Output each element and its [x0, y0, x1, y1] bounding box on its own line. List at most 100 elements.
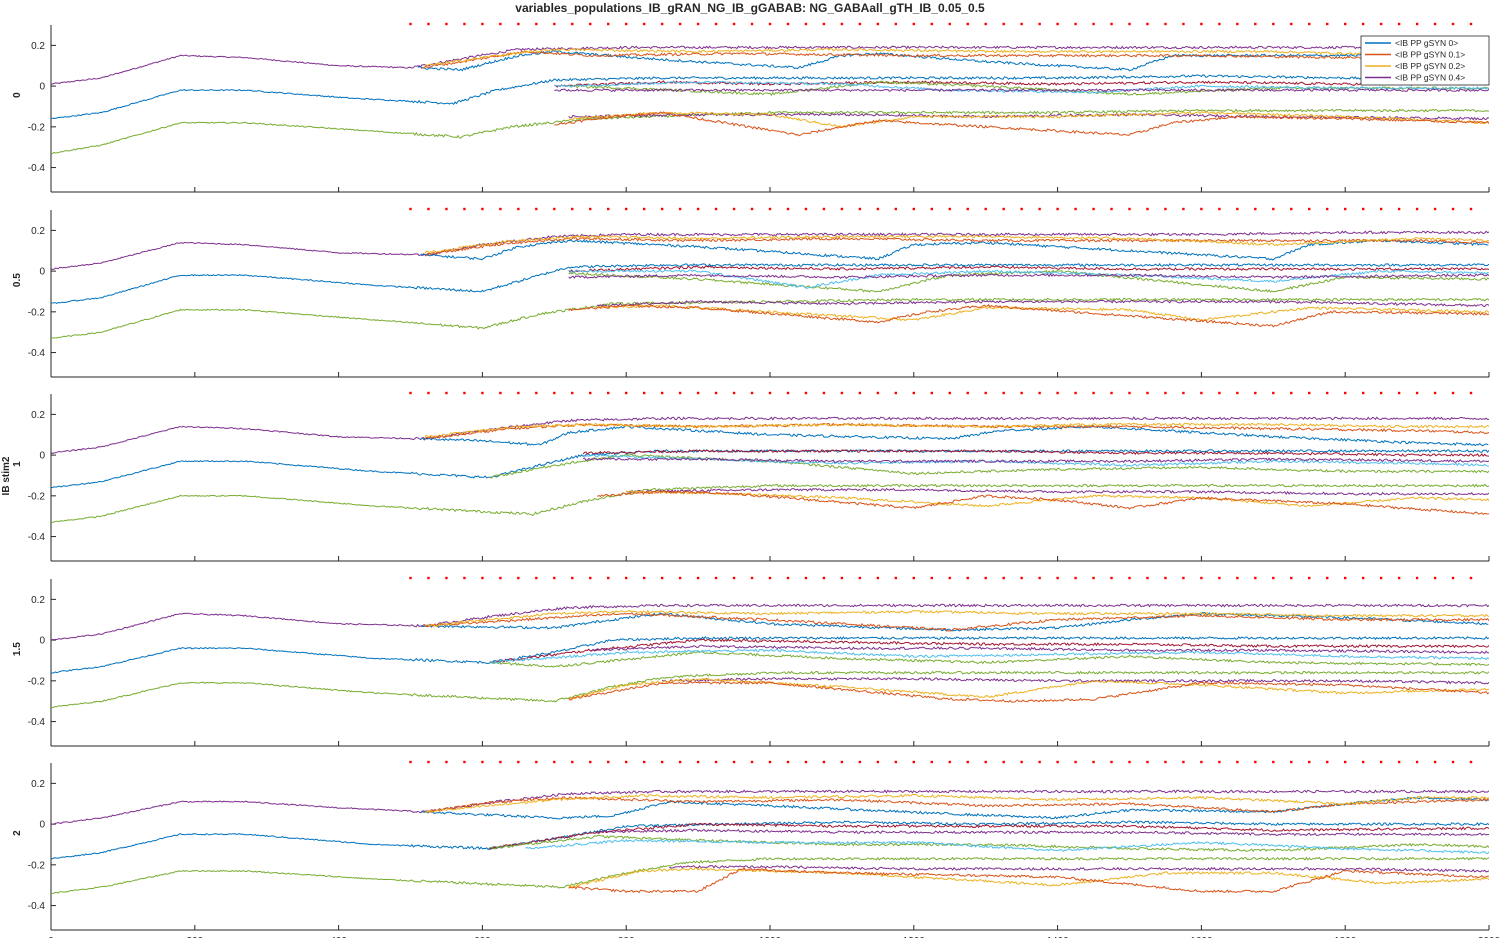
stim-marker [1056, 760, 1059, 764]
stim-marker [1038, 391, 1041, 395]
stim-marker [750, 207, 754, 211]
y-tick-label: 0 [39, 82, 45, 93]
series-line-blue [51, 820, 1489, 860]
stim-marker [1236, 22, 1239, 26]
stim-marker [1074, 760, 1077, 764]
stim-marker [607, 760, 610, 764]
stim-marker [1200, 760, 1203, 764]
y-tick-label: -0.2 [28, 122, 46, 133]
series-line-blue [417, 50, 1489, 72]
stim-marker [1451, 760, 1455, 764]
series-line-yellow [424, 234, 1489, 254]
stim-marker [481, 576, 484, 580]
stim-marker [589, 207, 592, 211]
chart-title: variables_populations_IB_gRAN_NG_IB_gGAB… [515, 1, 985, 15]
series-line-yellow [424, 47, 1489, 67]
series-line-orange [568, 303, 1489, 328]
stim-marker [1272, 576, 1275, 580]
stim-marker [1074, 207, 1077, 211]
stim-marker [1182, 576, 1185, 580]
series-line-purple [51, 416, 1489, 455]
stim-marker [1128, 207, 1131, 211]
stim-marker [1146, 391, 1149, 395]
stim-marker [696, 576, 700, 580]
series-line-darkred [489, 638, 1489, 664]
series-line-blue [420, 796, 1489, 820]
series-line-purple [669, 865, 1489, 873]
stim-marker [858, 22, 862, 26]
stim-marker [1379, 391, 1383, 395]
stim-marker [1200, 576, 1203, 580]
stim-marker [696, 391, 700, 395]
stim-marker [930, 207, 933, 211]
series-line-purple [51, 603, 1489, 641]
stim-marker [607, 576, 610, 580]
stim-marker [1038, 22, 1041, 26]
y-tick-label: -0.2 [28, 676, 46, 687]
stim-marker [1415, 760, 1419, 764]
stim-marker [571, 207, 574, 211]
stim-marker [481, 760, 484, 764]
shared-ylabel: IB stim2 [1, 456, 12, 495]
stim-marker [1110, 391, 1113, 395]
stim-marker [481, 391, 484, 395]
stim-marker [553, 22, 556, 26]
stim-marker [427, 576, 430, 580]
stim-marker [714, 760, 718, 764]
stim-marker [1146, 576, 1149, 580]
stim-marker [1128, 760, 1131, 764]
stim-marker [984, 760, 987, 764]
stim-marker [1397, 391, 1401, 395]
stim-marker [589, 760, 592, 764]
stim-marker [732, 576, 736, 580]
stim-marker [1002, 22, 1005, 26]
stim-marker [804, 576, 808, 580]
series-line-yellow [424, 422, 1489, 438]
stim-marker [1164, 760, 1167, 764]
stim-marker [1092, 760, 1095, 764]
stim-marker [499, 22, 502, 26]
panel-ylabel: 0 [12, 92, 23, 98]
stim-marker [660, 576, 664, 580]
stim-marker [1200, 22, 1203, 26]
stim-marker [1236, 207, 1239, 211]
stim-marker [517, 391, 520, 395]
legend-entry: <IB PP gSYN 0.2> [1395, 61, 1465, 71]
x-tick-label: 0 [48, 936, 54, 938]
stim-marker [1308, 22, 1311, 26]
stim-marker [535, 391, 538, 395]
stim-marker [1002, 576, 1005, 580]
y-tick-label: 0 [39, 820, 45, 831]
stim-marker [1308, 760, 1311, 764]
legend-entry: <IB PP gSYN 0.1> [1395, 50, 1465, 60]
stim-marker [553, 576, 556, 580]
stim-marker [1110, 207, 1113, 211]
stim-marker [1164, 576, 1167, 580]
series-line-green [51, 108, 1489, 155]
x-tick-label: 1000 [759, 936, 782, 938]
stim-marker [1433, 576, 1437, 580]
stim-marker [409, 760, 412, 764]
stim-marker [1379, 760, 1383, 764]
panel-ylabel: 1 [12, 461, 23, 467]
stim-marker [607, 207, 610, 211]
stim-marker [427, 760, 430, 764]
stim-marker [912, 760, 915, 764]
stim-marker [1236, 391, 1239, 395]
stim-marker [499, 207, 502, 211]
stim-marker [1290, 760, 1293, 764]
legend: <IB PP gSYN 0><IB PP gSYN 0.1><IB PP gSY… [1360, 35, 1490, 86]
y-tick-label: 0.2 [31, 595, 45, 606]
series-line-blue [420, 612, 1489, 632]
stim-marker [571, 22, 574, 26]
stim-marker [858, 760, 862, 764]
panel-ylabel: 1.5 [12, 642, 23, 656]
stim-marker [481, 207, 484, 211]
stim-marker [840, 576, 844, 580]
stim-marker [732, 760, 736, 764]
series-line-lightblue [525, 838, 1489, 855]
stim-marker [786, 760, 790, 764]
stim-marker [966, 576, 969, 580]
x-tick-label: 1400 [1046, 936, 1069, 938]
stim-marker [1182, 391, 1185, 395]
